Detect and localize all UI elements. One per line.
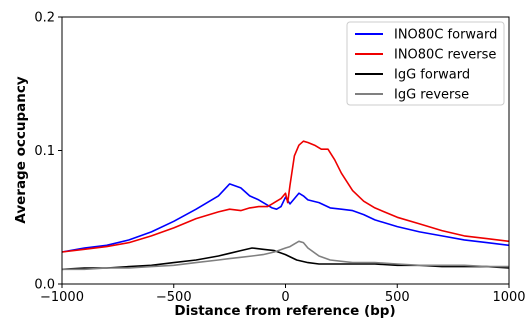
legend-label: INO80C reverse	[394, 48, 496, 63]
x-tick-label: −500	[156, 290, 192, 305]
x-axis: −1000 −500 0 500 1000	[40, 284, 525, 305]
y-axis-label: Average occupancy	[13, 76, 29, 223]
series-line-1	[61, 140, 510, 253]
x-tick-label: −1000	[40, 290, 84, 305]
x-axis-label: Distance from reference (bp)	[174, 303, 395, 319]
y-axis: 0.0 0.1 0.2	[34, 11, 62, 293]
x-tick-label: 1000	[492, 290, 525, 305]
y-tick-label: 0.1	[34, 144, 55, 159]
y-tick-label: 0.0	[34, 278, 55, 293]
legend: INO80C forward INO80C reverse IgG forward I…	[346, 21, 505, 106]
legend-label: INO80C forward	[394, 28, 497, 43]
y-tick-label: 0.2	[34, 11, 55, 26]
x-tick-label: 0	[281, 290, 289, 305]
series-line-2	[61, 247, 510, 271]
legend-label: IgG forward	[394, 68, 470, 83]
x-tick-label: 500	[385, 290, 410, 305]
legend-label: IgG reverse	[394, 88, 469, 103]
series-line-3	[62, 240, 509, 271]
series-lines	[61, 140, 510, 271]
legend-box	[346, 21, 505, 106]
